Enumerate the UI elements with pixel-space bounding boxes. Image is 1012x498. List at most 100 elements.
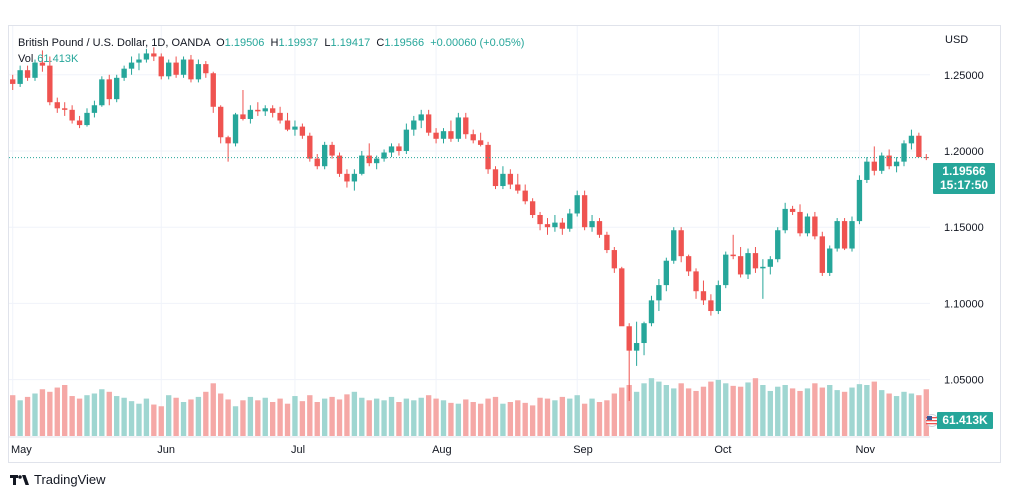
- volume-bar: [470, 402, 476, 436]
- candle-body: [604, 234, 610, 251]
- candles: [10, 47, 929, 401]
- candle-body: [151, 53, 157, 57]
- candle-body: [307, 135, 313, 159]
- candle-body: [359, 155, 365, 174]
- candle-body: [373, 158, 380, 164]
- volume-bar: [700, 386, 707, 436]
- volume-bar: [856, 384, 863, 436]
- candle-body: [314, 158, 320, 167]
- volume-bar: [91, 393, 98, 436]
- volume-bar: [849, 387, 855, 436]
- candle-body: [567, 213, 573, 229]
- volume-bar: [500, 403, 506, 436]
- candle-body: [782, 208, 788, 231]
- candle-body: [195, 64, 202, 80]
- volume-bar: [62, 385, 68, 436]
- volume-bar: [54, 387, 60, 436]
- candle-body: [470, 134, 476, 141]
- candle-body: [255, 109, 261, 112]
- volume-bar: [767, 390, 773, 436]
- volume-bar: [633, 391, 640, 436]
- volume-bar: [841, 391, 848, 436]
- high-label: H: [270, 37, 279, 49]
- volume-bar: [693, 390, 699, 436]
- volume-bar: [663, 385, 670, 436]
- candle-body: [188, 59, 194, 80]
- volume-bar: [559, 396, 566, 436]
- volume-bar: [522, 402, 528, 436]
- candle-body: [396, 146, 402, 151]
- candle-body: [106, 79, 112, 100]
- volume-bar: [589, 398, 595, 436]
- volume-bar: [262, 397, 268, 436]
- volume-bar: [908, 393, 915, 436]
- volume-bar: [492, 396, 499, 436]
- candle-body: [158, 56, 164, 77]
- candle-body: [797, 211, 803, 234]
- tradingview-brand[interactable]: TradingView: [34, 472, 106, 487]
- candle-body: [678, 230, 684, 257]
- candle-body: [284, 120, 291, 130]
- open-value: 1.19506: [224, 37, 265, 49]
- last-price-badge: 1.19566 15:17:50: [933, 163, 995, 194]
- volume-bar: [440, 400, 447, 436]
- candle-body: [173, 62, 179, 75]
- volume-badge: 61.413K: [937, 412, 993, 429]
- volume-bar: [544, 398, 551, 436]
- volume-bar: [284, 403, 291, 436]
- candle-body: [54, 102, 60, 109]
- candle-body: [775, 230, 781, 260]
- volume-bar: [886, 393, 892, 436]
- volume-bar: [351, 391, 358, 436]
- candle-body: [730, 254, 736, 257]
- x-tick-label: May: [11, 444, 32, 456]
- volume-bar: [411, 400, 417, 436]
- volume-bar: [403, 398, 410, 436]
- candle-body: [552, 222, 558, 228]
- candle-body: [633, 343, 640, 351]
- volume-bar: [329, 396, 335, 436]
- volume-bar: [552, 400, 558, 436]
- candle-body: [39, 62, 46, 66]
- close-value: 1.19566: [384, 37, 425, 49]
- volume-bar: [671, 388, 677, 436]
- candle-body: [589, 221, 595, 228]
- candle-body: [180, 59, 187, 75]
- volume-bar: [106, 391, 112, 436]
- candle-body: [247, 109, 254, 119]
- volume-bar: [299, 401, 306, 436]
- symbol-name[interactable]: British Pound / U.S. Dollar, 1D, OANDA: [18, 37, 210, 49]
- volume-bar: [136, 403, 142, 436]
- candle-body: [114, 77, 120, 100]
- close-label: C: [376, 37, 385, 49]
- footer-branding[interactable]: TradingView: [10, 472, 106, 487]
- candle-body: [299, 126, 306, 136]
- volume-bar: [574, 395, 580, 436]
- price-axis[interactable]: 1.25000 1.20000 1.15000 1.10000 1.05000: [944, 70, 984, 387]
- candle-body: [507, 173, 514, 185]
- ohlc-values: O1.19506 H1.19937 L1.19417 C1.19566 +0.0…: [213, 37, 524, 49]
- candle-body: [715, 285, 721, 312]
- time-axis[interactable]: May Jun Jul Aug Sep Oct Nov: [11, 444, 876, 456]
- volume-bar: [916, 395, 922, 436]
- candle-body: [128, 62, 135, 69]
- volume-bar: [827, 385, 833, 436]
- volume-bar: [715, 379, 721, 436]
- volume-bar: [39, 389, 46, 436]
- volume-label[interactable]: Vol: [18, 53, 34, 65]
- candle-body: [17, 70, 23, 84]
- candle-body: [321, 144, 328, 167]
- candle-body: [166, 62, 172, 77]
- volume-bar: [425, 395, 432, 436]
- candle-body: [32, 62, 38, 78]
- volume-bar: [455, 403, 462, 436]
- currency-label[interactable]: USD: [945, 34, 969, 46]
- x-tick-label: Oct: [714, 444, 731, 456]
- volume-bar: [10, 395, 16, 436]
- volume-bar: [745, 382, 751, 436]
- candle-body: [62, 108, 68, 110]
- candle-body: [351, 173, 358, 182]
- low-label: L: [324, 37, 331, 49]
- volume-bar: [269, 402, 276, 436]
